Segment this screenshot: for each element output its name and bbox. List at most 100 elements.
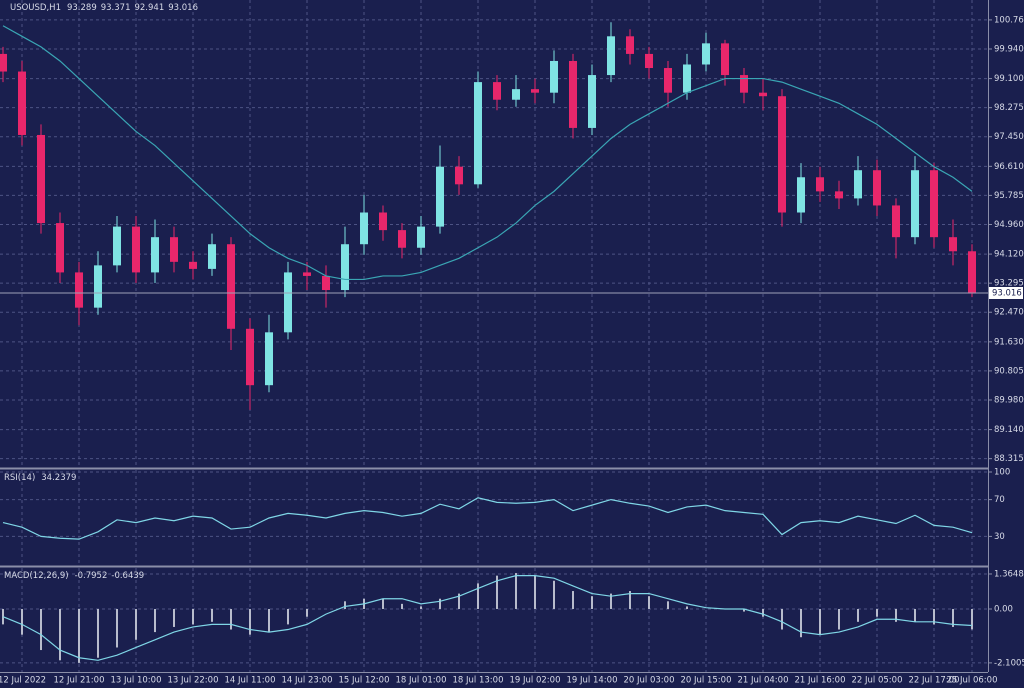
candle-body [835, 191, 843, 199]
macd-histogram-bar [477, 583, 479, 609]
macd-histogram-bar [762, 608, 764, 617]
macd-histogram-bar [458, 593, 460, 609]
macd-histogram-bar [344, 601, 346, 609]
candle-body [569, 60, 577, 128]
y-tick-label: -2.1005 [994, 658, 1024, 668]
candle-body [360, 212, 368, 245]
candle-body [341, 244, 349, 291]
y-tick-label: 98.275 [994, 103, 1024, 113]
macd-histogram-bar [914, 608, 916, 622]
candle-body [56, 223, 64, 273]
x-tick-label: 22 Jul 17:00 [909, 676, 960, 686]
candle-body [284, 272, 292, 333]
macd-histogram-bar [173, 608, 175, 627]
header-value: -0.6439 [111, 571, 144, 581]
candle-body [759, 92, 767, 97]
indicator-title: MACD(12,26,9) [4, 571, 69, 581]
indicator-header: RSI(14) 34.2379 [4, 473, 76, 483]
macd-histogram-bar [857, 608, 859, 622]
candle-body [892, 205, 900, 238]
y-tick-label: 92.470 [994, 308, 1024, 318]
macd-histogram-bar [78, 608, 80, 663]
x-tick-label: 21 Jul 04:00 [738, 676, 789, 686]
y-tick-label: 94.960 [994, 220, 1024, 230]
candle-body [816, 177, 824, 192]
macd-histogram-bar [40, 608, 42, 651]
macd-histogram-bar [230, 608, 232, 630]
y-tick-label: 96.610 [994, 162, 1024, 172]
last-price-box [989, 286, 1023, 299]
macd-histogram-bar [686, 606, 688, 609]
y-tick-label: 95.785 [994, 191, 1024, 201]
macd-histogram-bar [838, 608, 840, 630]
x-tick-label: 18 Jul 01:00 [396, 676, 447, 686]
macd-histogram-bar [781, 608, 783, 630]
candle-body [208, 244, 216, 269]
macd-histogram-bar [553, 580, 555, 609]
macd-histogram-bar [154, 608, 156, 633]
candle-body [303, 272, 311, 276]
candle-body [702, 43, 710, 65]
x-tick-label: 13 Jul 10:00 [111, 676, 162, 686]
candle-body [721, 43, 729, 76]
candle-body [246, 328, 254, 386]
macd-histogram-bar [667, 601, 669, 609]
candle-body [37, 134, 45, 224]
x-tick-label: 25 Jul 06:00 [947, 676, 998, 686]
candle-body [18, 71, 26, 135]
candle-body [949, 237, 957, 252]
candle-body [0, 53, 7, 72]
candle-body [778, 96, 786, 213]
macd-histogram-bar [249, 608, 251, 635]
candle-body [417, 226, 425, 248]
x-tick-label: 22 Jul 05:00 [852, 676, 903, 686]
candle-body [493, 82, 501, 100]
x-tick-label: 14 Jul 11:00 [225, 676, 276, 686]
candle-body [170, 237, 178, 262]
macd-histogram-bar [287, 608, 289, 625]
x-tick-label: 19 Jul 14:00 [567, 676, 618, 686]
x-tick-label: 14 Jul 23:00 [282, 676, 333, 686]
macd-histogram-bar [819, 608, 821, 635]
candle-body [94, 265, 102, 308]
macd-histogram-bar [952, 608, 954, 627]
candle-body [398, 230, 406, 248]
y-tick-label: 93.295 [994, 279, 1024, 289]
candle-body [379, 212, 387, 231]
macd-histogram-bar [591, 596, 593, 609]
indicator-header: USOUSD,H1 93.289 93.371 92.941 93.016 [10, 3, 198, 13]
macd-histogram-bar [97, 608, 99, 658]
macd-histogram-bar [515, 573, 517, 609]
x-tick-label: 19 Jul 02:00 [510, 676, 561, 686]
candle-body [930, 170, 938, 238]
candle-body [683, 64, 691, 93]
macd-histogram-bar [21, 608, 23, 635]
candle-body [854, 170, 862, 199]
macd-histogram-bar [382, 598, 384, 609]
x-tick-label: 21 Jul 16:00 [795, 676, 846, 686]
candle-body [75, 272, 83, 308]
rsi-line [2, 497, 973, 540]
macd-histogram-bar [439, 598, 441, 609]
indicator-title: RSI(14) [4, 473, 35, 483]
x-tick-label: 13 Jul 22:00 [168, 676, 219, 686]
macd-histogram-bar [572, 591, 574, 609]
x-tick-label: 20 Jul 03:00 [624, 676, 675, 686]
y-tick-label: 89.140 [994, 425, 1024, 435]
macd-histogram-bar [420, 606, 422, 609]
candle-body [227, 244, 235, 329]
candle-body [645, 53, 653, 69]
candle-body [911, 170, 919, 238]
last-price-label: 93.016 [992, 288, 1022, 298]
candle-body [265, 332, 273, 386]
y-tick-label: 0.00 [994, 604, 1013, 614]
macd-histogram-bar [534, 575, 536, 609]
y-tick-label: 70 [994, 495, 1005, 505]
macd-histogram-bar [211, 608, 213, 622]
y-tick-label: 90.805 [994, 366, 1024, 376]
candle-body [455, 166, 463, 185]
x-tick-label: 18 Jul 13:00 [453, 676, 504, 686]
macd-histogram-bar [401, 603, 403, 609]
macd-histogram-bar [306, 608, 308, 617]
